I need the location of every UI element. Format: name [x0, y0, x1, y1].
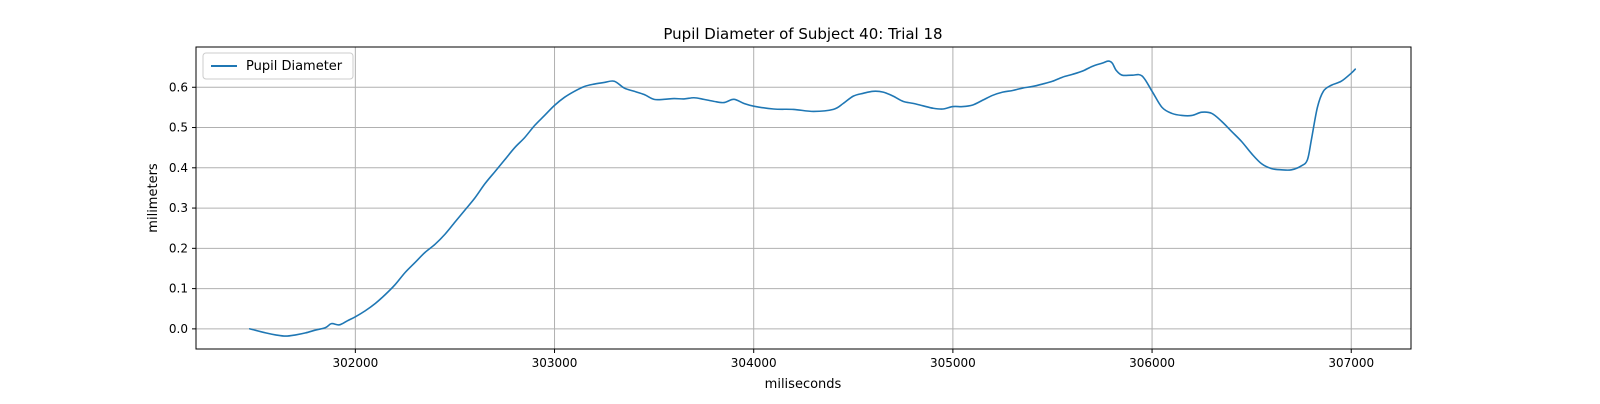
plot-frame: [195, 46, 1412, 350]
legend-box: [202, 52, 354, 80]
legend-label: Pupil Diameter: [246, 59, 343, 74]
y-tick-label: 0.0: [169, 322, 188, 336]
x-tick-label: 304000: [731, 356, 777, 370]
x-tick-label: 303000: [532, 356, 578, 370]
y-axis-label: milimeters: [146, 163, 161, 233]
y-tick-label: 0.2: [169, 241, 188, 255]
y-tick-label: 0.5: [169, 121, 188, 135]
legend: Pupil Diameter: [202, 52, 354, 80]
y-tick-label: 0.6: [169, 80, 188, 94]
x-tick-label: 307000: [1328, 356, 1374, 370]
x-tick-label: 302000: [332, 356, 378, 370]
chart-title: Pupil Diameter of Subject 40: Trial 18: [663, 25, 942, 43]
x-tick-label: 306000: [1129, 356, 1175, 370]
x-axis: 302000 303000 304000 305000 306000 307000: [332, 349, 1374, 370]
x-tick-label: 305000: [930, 356, 976, 370]
x-axis-label: miliseconds: [765, 377, 842, 392]
y-tick-label: 0.3: [169, 201, 188, 215]
series-layer: [248, 60, 1357, 337]
y-tick-label: 0.4: [169, 161, 188, 175]
series-line-0: [248, 60, 1357, 337]
grid: [196, 47, 1411, 349]
y-axis: 0.0 0.1 0.2 0.3 0.4 0.5 0.6: [169, 80, 196, 336]
y-tick-label: 0.1: [169, 282, 188, 296]
